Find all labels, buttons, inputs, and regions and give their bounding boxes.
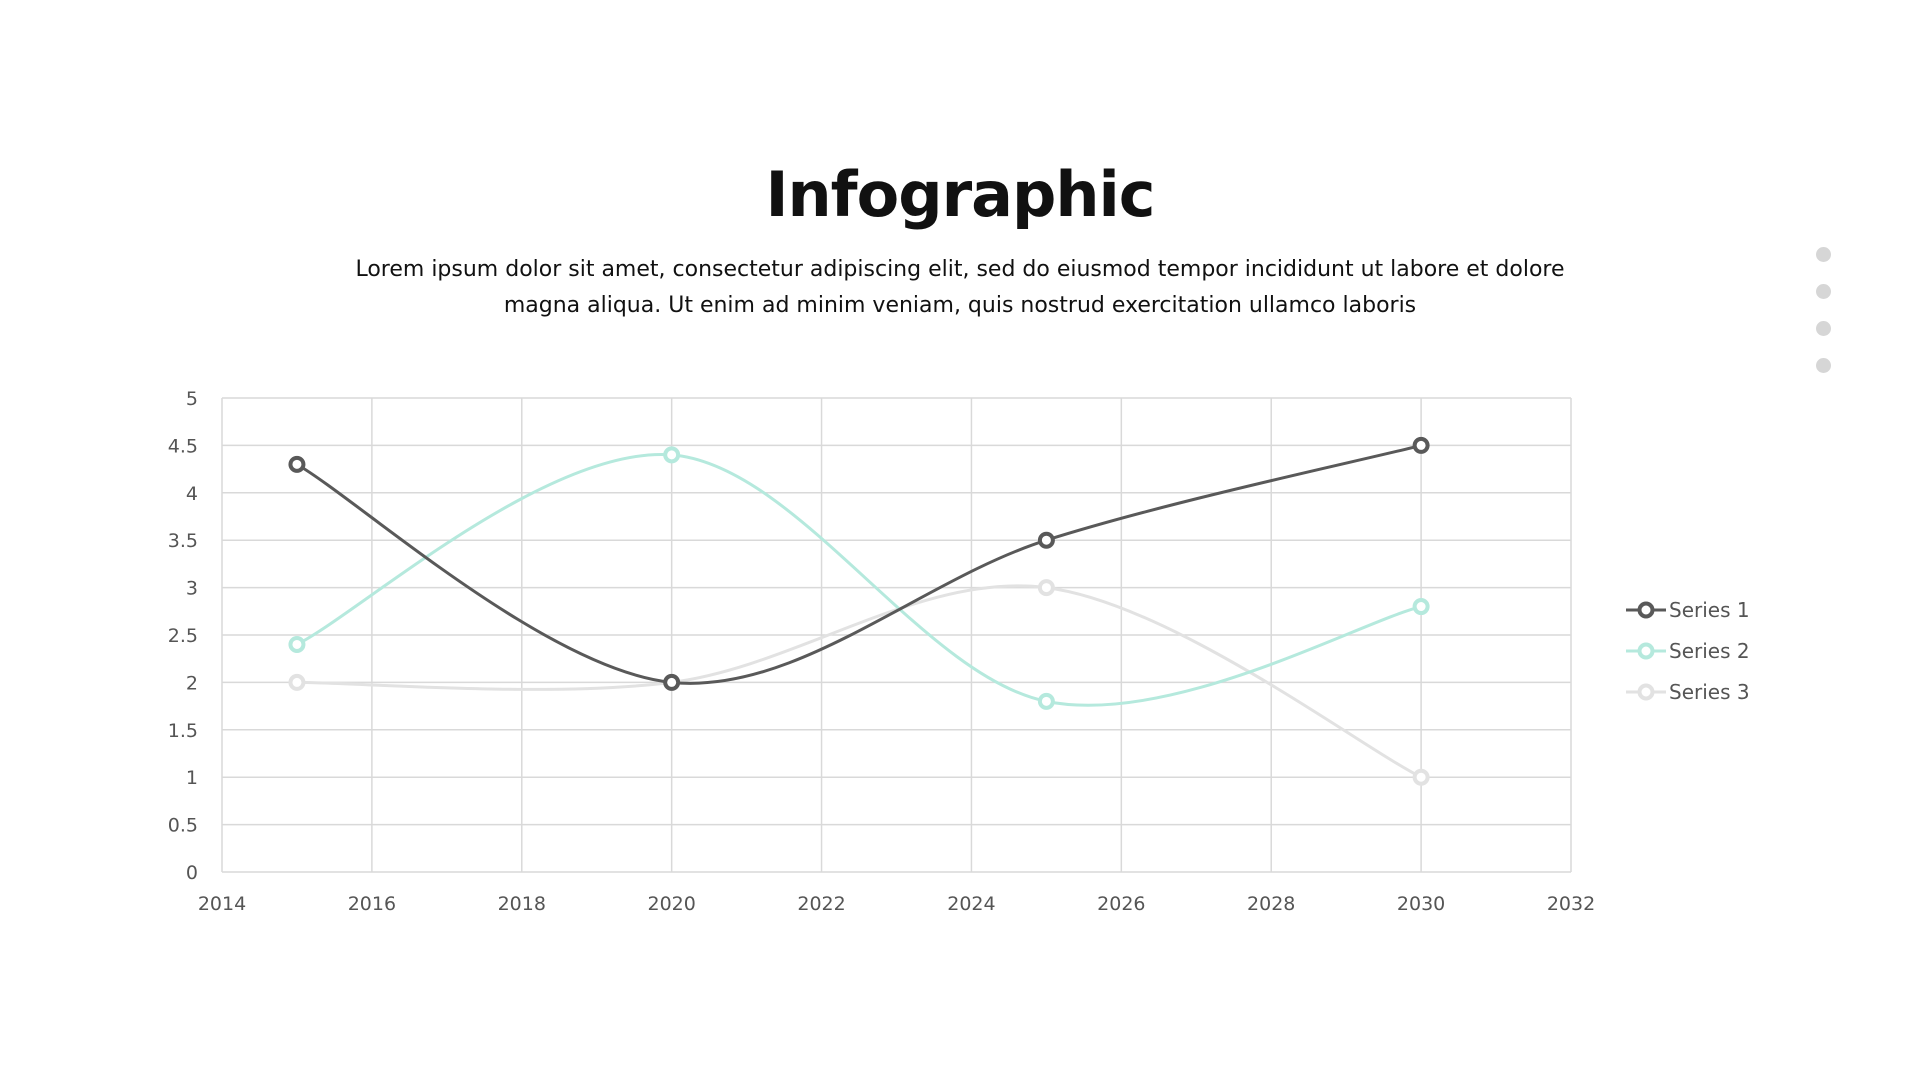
data-point — [1412, 436, 1430, 454]
y-tick-label: 3 — [186, 578, 198, 600]
y-tick-label: 1.5 — [168, 720, 198, 742]
x-tick-label: 2028 — [1247, 893, 1295, 915]
x-tick-label: 2030 — [1397, 893, 1445, 915]
legend-label: Series 3 — [1669, 680, 1750, 704]
data-point — [1037, 692, 1055, 710]
data-point — [288, 635, 306, 653]
x-tick-label: 2024 — [947, 893, 995, 915]
nav-dot[interactable] — [1816, 284, 1831, 299]
y-tick-label: 4.5 — [168, 435, 198, 457]
nav-dot[interactable] — [1816, 321, 1831, 336]
data-point — [288, 673, 306, 691]
data-point — [663, 673, 681, 691]
x-tick-label: 2014 — [198, 893, 246, 915]
slide-title: Infographic — [765, 158, 1155, 231]
x-tick-label: 2016 — [348, 893, 396, 915]
legend-marker — [1637, 642, 1655, 660]
x-tick-label: 2020 — [647, 893, 695, 915]
y-tick-label: 5 — [186, 388, 198, 410]
data-point — [1037, 579, 1055, 597]
data-point — [1037, 531, 1055, 549]
y-tick-label: 2.5 — [168, 625, 198, 647]
series-line — [296, 584, 1422, 779]
legend-label: Series 1 — [1669, 598, 1750, 622]
x-tick-label: 2022 — [797, 893, 845, 915]
data-point — [1412, 598, 1430, 616]
series-line — [296, 453, 1422, 707]
x-tick-label: 2032 — [1547, 893, 1595, 915]
data-point — [288, 455, 306, 473]
x-tick-label: 2026 — [1097, 893, 1145, 915]
x-tick-label: 2018 — [498, 893, 546, 915]
legend-label: Series 2 — [1669, 639, 1750, 663]
y-tick-label: 4 — [186, 483, 198, 505]
y-tick-label: 2 — [186, 672, 198, 694]
data-point — [1412, 768, 1430, 786]
legend-marker — [1637, 601, 1655, 619]
y-tick-label: 3.5 — [168, 530, 198, 552]
series-line — [296, 443, 1422, 685]
y-tick-label: 0.5 — [168, 815, 198, 837]
y-tick-label: 0 — [186, 862, 198, 884]
nav-dot[interactable] — [1816, 247, 1831, 262]
data-point — [663, 446, 681, 464]
y-tick-label: 1 — [186, 767, 198, 789]
slide-subtitle: Lorem ipsum dolor sit amet, consectetur … — [355, 257, 1565, 318]
nav-dot[interactable] — [1816, 358, 1831, 373]
legend-marker — [1637, 683, 1655, 701]
